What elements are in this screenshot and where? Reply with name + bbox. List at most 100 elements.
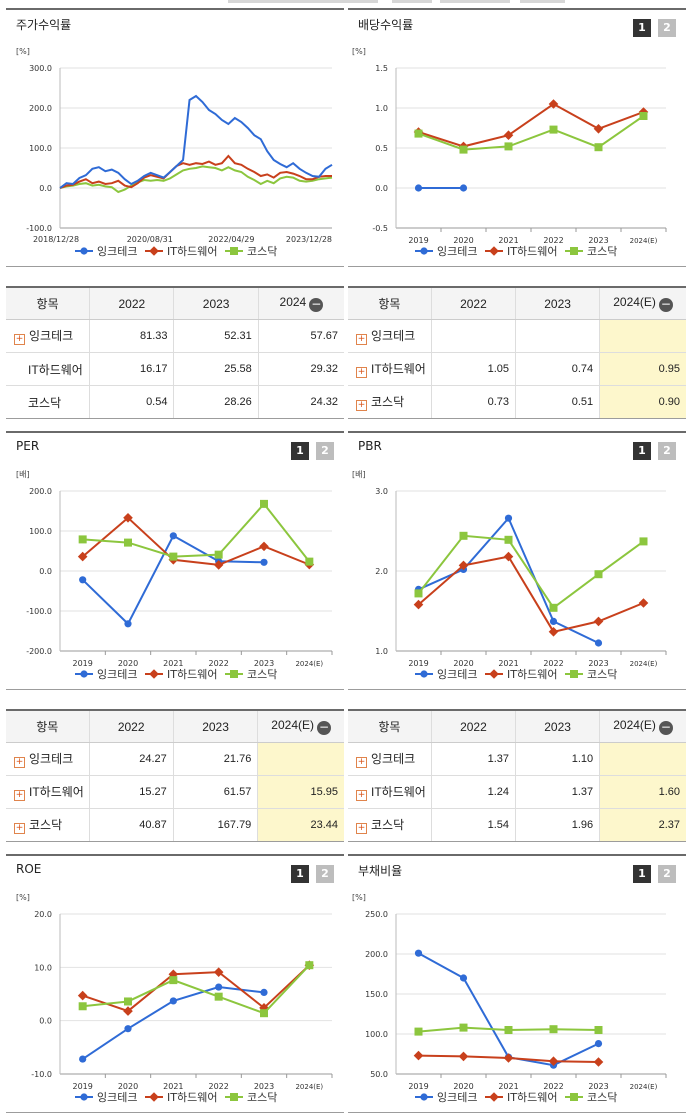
- x-tick-label: 2022: [543, 1082, 563, 1091]
- y-tick-label: 0.0: [39, 567, 52, 576]
- plus-box-icon[interactable]: +: [356, 790, 367, 801]
- page-1-button[interactable]: 1: [633, 865, 651, 883]
- column-header: 항목: [348, 709, 432, 743]
- data-point: [594, 639, 603, 647]
- x-tick-label: 2023: [254, 1082, 274, 1091]
- data-point: [459, 184, 468, 192]
- plus-box-icon[interactable]: +: [356, 367, 367, 378]
- table-cell: 24.32: [257, 385, 344, 419]
- data-point: [230, 247, 238, 255]
- data-point: [414, 129, 423, 138]
- page-2-button[interactable]: 2: [658, 865, 676, 883]
- minus-circle-icon[interactable]: −: [317, 720, 331, 735]
- data-point: [489, 669, 499, 679]
- table-cell: 16.17: [89, 352, 174, 386]
- table-cell: 1.10: [514, 742, 600, 776]
- table-cell: 29.32: [257, 352, 344, 386]
- x-tick-label: 2024(E): [630, 660, 658, 668]
- data-point: [230, 1093, 238, 1101]
- page-2-button[interactable]: 2: [316, 865, 334, 883]
- page-2-button[interactable]: 2: [658, 442, 676, 460]
- data-point: [549, 603, 558, 612]
- page-2-button[interactable]: 2: [658, 19, 676, 37]
- column-header: 2022: [430, 709, 516, 743]
- page-2-button[interactable]: 2: [316, 442, 334, 460]
- x-tick-label: 2024(E): [295, 1083, 323, 1091]
- plus-box-icon[interactable]: +: [14, 790, 25, 801]
- legend-label: IT하드웨어: [507, 1090, 557, 1104]
- minus-circle-icon[interactable]: −: [658, 720, 673, 735]
- column-header-label: 2022: [118, 296, 146, 311]
- page-1-button[interactable]: 1: [633, 19, 651, 37]
- row-label: 코스닥: [371, 395, 405, 409]
- column-header: 2024−: [257, 286, 344, 320]
- plus-box-icon[interactable]: +: [14, 823, 25, 834]
- table-cell: 1.37: [430, 742, 516, 776]
- row-label-cell: + 잉크테크: [6, 319, 90, 353]
- plus-box-icon[interactable]: +: [356, 757, 367, 768]
- data-point: [420, 670, 428, 678]
- table-cell: 1.37: [514, 775, 600, 809]
- table-cell: 23.44: [257, 808, 344, 842]
- data-point: [260, 499, 268, 508]
- column-header-label: 2024(E): [271, 718, 314, 732]
- table-cell: 57.67: [257, 319, 344, 353]
- unit-label: [배]: [352, 470, 366, 479]
- data-point: [503, 1053, 514, 1063]
- plus-box-icon[interactable]: +: [14, 757, 25, 768]
- page-1-button[interactable]: 1: [291, 865, 309, 883]
- data-point: [214, 992, 223, 1001]
- data-point: [593, 616, 604, 627]
- table-cell: 1.60: [599, 775, 686, 809]
- plus-box-icon[interactable]: +: [356, 823, 367, 834]
- x-tick-label: 2021: [163, 659, 183, 668]
- column-header: 2023: [173, 286, 259, 320]
- x-tick-label: 2022: [208, 1082, 228, 1091]
- data-point: [594, 143, 603, 152]
- price-return-panel: 주가수익률 [%] 300.0 200.0 100.0 0.0 -100.0 2018/12…: [6, 8, 344, 267]
- pbr-table: 항목 2022 2023 2024(E) − + 잉크테크 1.37 1.10 + IT하드웨어 1.…: [348, 709, 686, 842]
- minus-circle-icon[interactable]: −: [309, 297, 324, 312]
- unit-label: [%]: [352, 47, 366, 56]
- data-point: [230, 670, 238, 678]
- data-point: [169, 532, 177, 540]
- x-tick-label: 2019: [408, 659, 428, 668]
- data-point: [260, 1009, 268, 1018]
- data-point: [593, 123, 604, 134]
- legend-label: 잉크테크: [97, 668, 137, 681]
- y-tick-label: -0.5: [372, 224, 388, 233]
- data-point: [79, 1055, 87, 1063]
- table-cell: 40.87: [88, 808, 174, 842]
- y-tick-label: 300.0: [29, 64, 52, 73]
- x-tick-label: 2020: [453, 1082, 473, 1091]
- minus-circle-icon[interactable]: −: [658, 297, 673, 312]
- legend-label: 코스닥: [587, 245, 617, 258]
- row-label: 코스닥: [29, 818, 63, 832]
- page-1-button[interactable]: 1: [633, 442, 651, 460]
- table-cell: 2.37: [599, 808, 686, 842]
- page-1-button[interactable]: 1: [291, 442, 309, 460]
- data-point: [414, 589, 423, 598]
- data-point: [549, 617, 558, 625]
- data-point: [80, 670, 88, 678]
- y-tick-label: 200.0: [365, 950, 388, 959]
- plus-box-icon[interactable]: +: [356, 400, 367, 411]
- data-point: [594, 1026, 603, 1034]
- plus-box-icon[interactable]: +: [14, 334, 25, 345]
- data-point: [124, 538, 132, 547]
- data-point: [77, 990, 88, 1001]
- data-point: [503, 551, 514, 562]
- table-header-row: 항목 2022 2023 2024(E) −: [348, 709, 686, 743]
- plus-box-icon[interactable]: +: [356, 334, 367, 345]
- table-row: + 잉크테크 1.37 1.10: [348, 742, 686, 776]
- y-tick-label: 100.0: [29, 144, 52, 153]
- column-header-label: 항목: [378, 297, 401, 311]
- y-tick-label: 2.0: [375, 567, 388, 576]
- x-tick-label: 2023/12/28: [286, 235, 332, 244]
- table-cell: 1.96: [514, 808, 600, 842]
- table-row: 코스닥 0.54 28.26 24.32: [6, 385, 344, 419]
- legend-label: IT하드웨어: [167, 667, 217, 681]
